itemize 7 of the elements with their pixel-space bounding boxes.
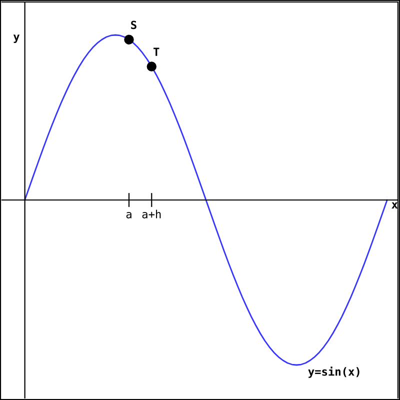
- x-tick-label: a+h: [142, 210, 161, 218]
- x-tick-label: a: [126, 212, 132, 218]
- x-axis-title: x: [392, 202, 398, 208]
- text: y=sin(x): [308, 366, 360, 378]
- y-axis-title: y: [13, 34, 20, 44]
- annotation: S: [131, 20, 136, 30]
- annotation: T: [154, 48, 160, 56]
